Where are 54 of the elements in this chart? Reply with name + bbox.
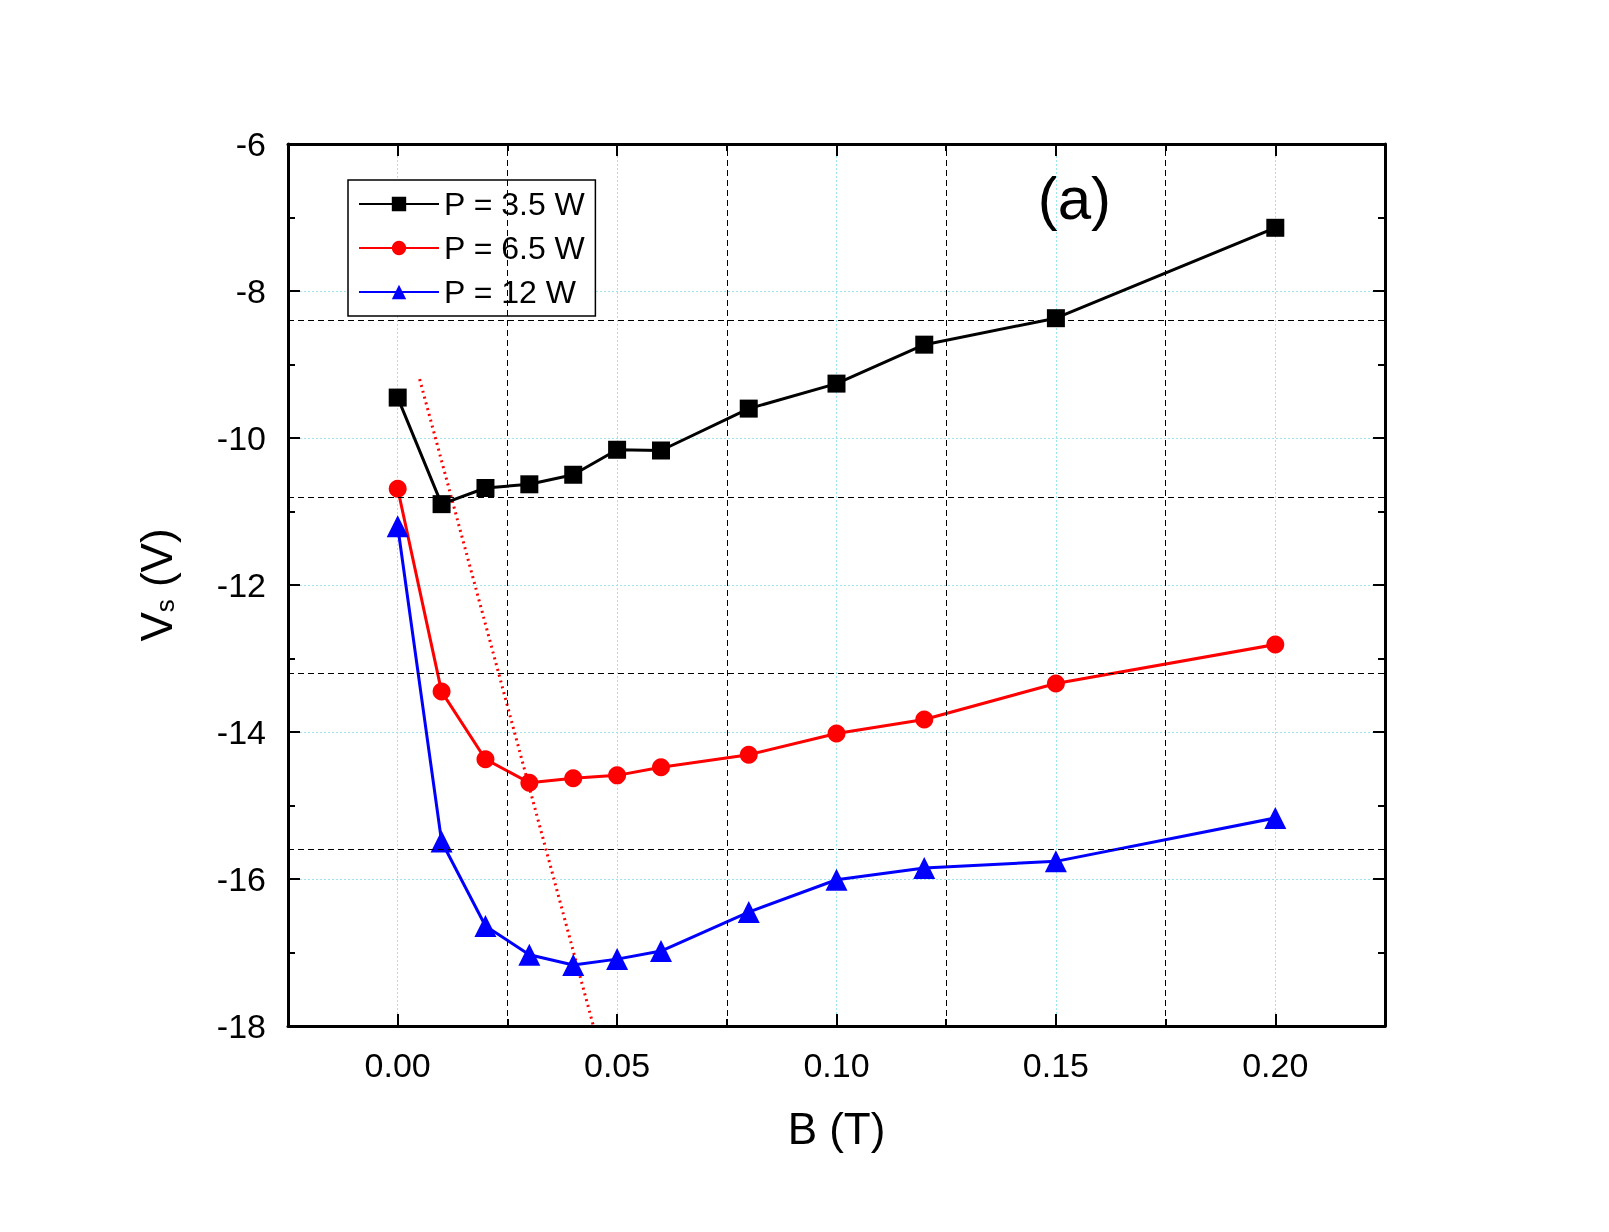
point bbox=[649, 940, 672, 963]
legend-label: P = 12 W bbox=[444, 274, 577, 310]
x-tick-label: 0.10 bbox=[803, 1046, 870, 1084]
point bbox=[388, 388, 407, 407]
point bbox=[1046, 674, 1065, 693]
x-axis-title: B (T) bbox=[787, 1103, 886, 1153]
point bbox=[1044, 850, 1067, 873]
point bbox=[564, 465, 583, 484]
point bbox=[518, 943, 541, 966]
point bbox=[825, 868, 848, 891]
legend-label: P = 6.5 W bbox=[444, 230, 586, 266]
x-tick-label: 0.05 bbox=[584, 1046, 651, 1084]
legend-label: P = 3.5 W bbox=[444, 186, 586, 222]
y-tick-label: -18 bbox=[216, 1007, 266, 1045]
annotation: (a) bbox=[1037, 164, 1112, 232]
y-tick-label: -10 bbox=[216, 419, 266, 457]
point bbox=[827, 724, 846, 743]
point bbox=[432, 495, 451, 514]
point bbox=[915, 335, 934, 354]
point bbox=[651, 441, 670, 460]
x-tick-label: 0.20 bbox=[1242, 1046, 1309, 1084]
point bbox=[1046, 309, 1065, 328]
point bbox=[915, 710, 934, 729]
point bbox=[739, 745, 758, 764]
point bbox=[388, 479, 407, 498]
point bbox=[474, 915, 497, 938]
point bbox=[608, 766, 627, 785]
point bbox=[608, 440, 627, 459]
point bbox=[652, 758, 670, 777]
y-tick-label: -12 bbox=[216, 566, 266, 604]
point bbox=[737, 901, 760, 924]
point bbox=[430, 830, 453, 853]
point bbox=[520, 475, 539, 494]
point bbox=[739, 399, 758, 418]
x-tick-label: 0.00 bbox=[364, 1046, 431, 1084]
point bbox=[520, 773, 539, 792]
y-tick-label: -6 bbox=[235, 125, 266, 163]
point bbox=[476, 750, 495, 769]
point bbox=[1266, 635, 1285, 654]
point bbox=[1266, 218, 1285, 237]
point bbox=[386, 515, 409, 538]
y-axis-title: Vs (V) bbox=[131, 528, 181, 642]
point bbox=[606, 948, 629, 971]
point bbox=[913, 856, 936, 879]
point bbox=[476, 478, 495, 497]
point bbox=[562, 953, 585, 976]
point bbox=[1264, 806, 1287, 829]
y-tick-label: -14 bbox=[216, 713, 266, 751]
point bbox=[827, 374, 846, 393]
x-tick-label: 0.15 bbox=[1022, 1046, 1089, 1084]
y-tick-label: -8 bbox=[235, 272, 266, 310]
y-tick-label: -16 bbox=[216, 860, 266, 898]
point bbox=[432, 682, 451, 701]
point bbox=[564, 769, 583, 788]
